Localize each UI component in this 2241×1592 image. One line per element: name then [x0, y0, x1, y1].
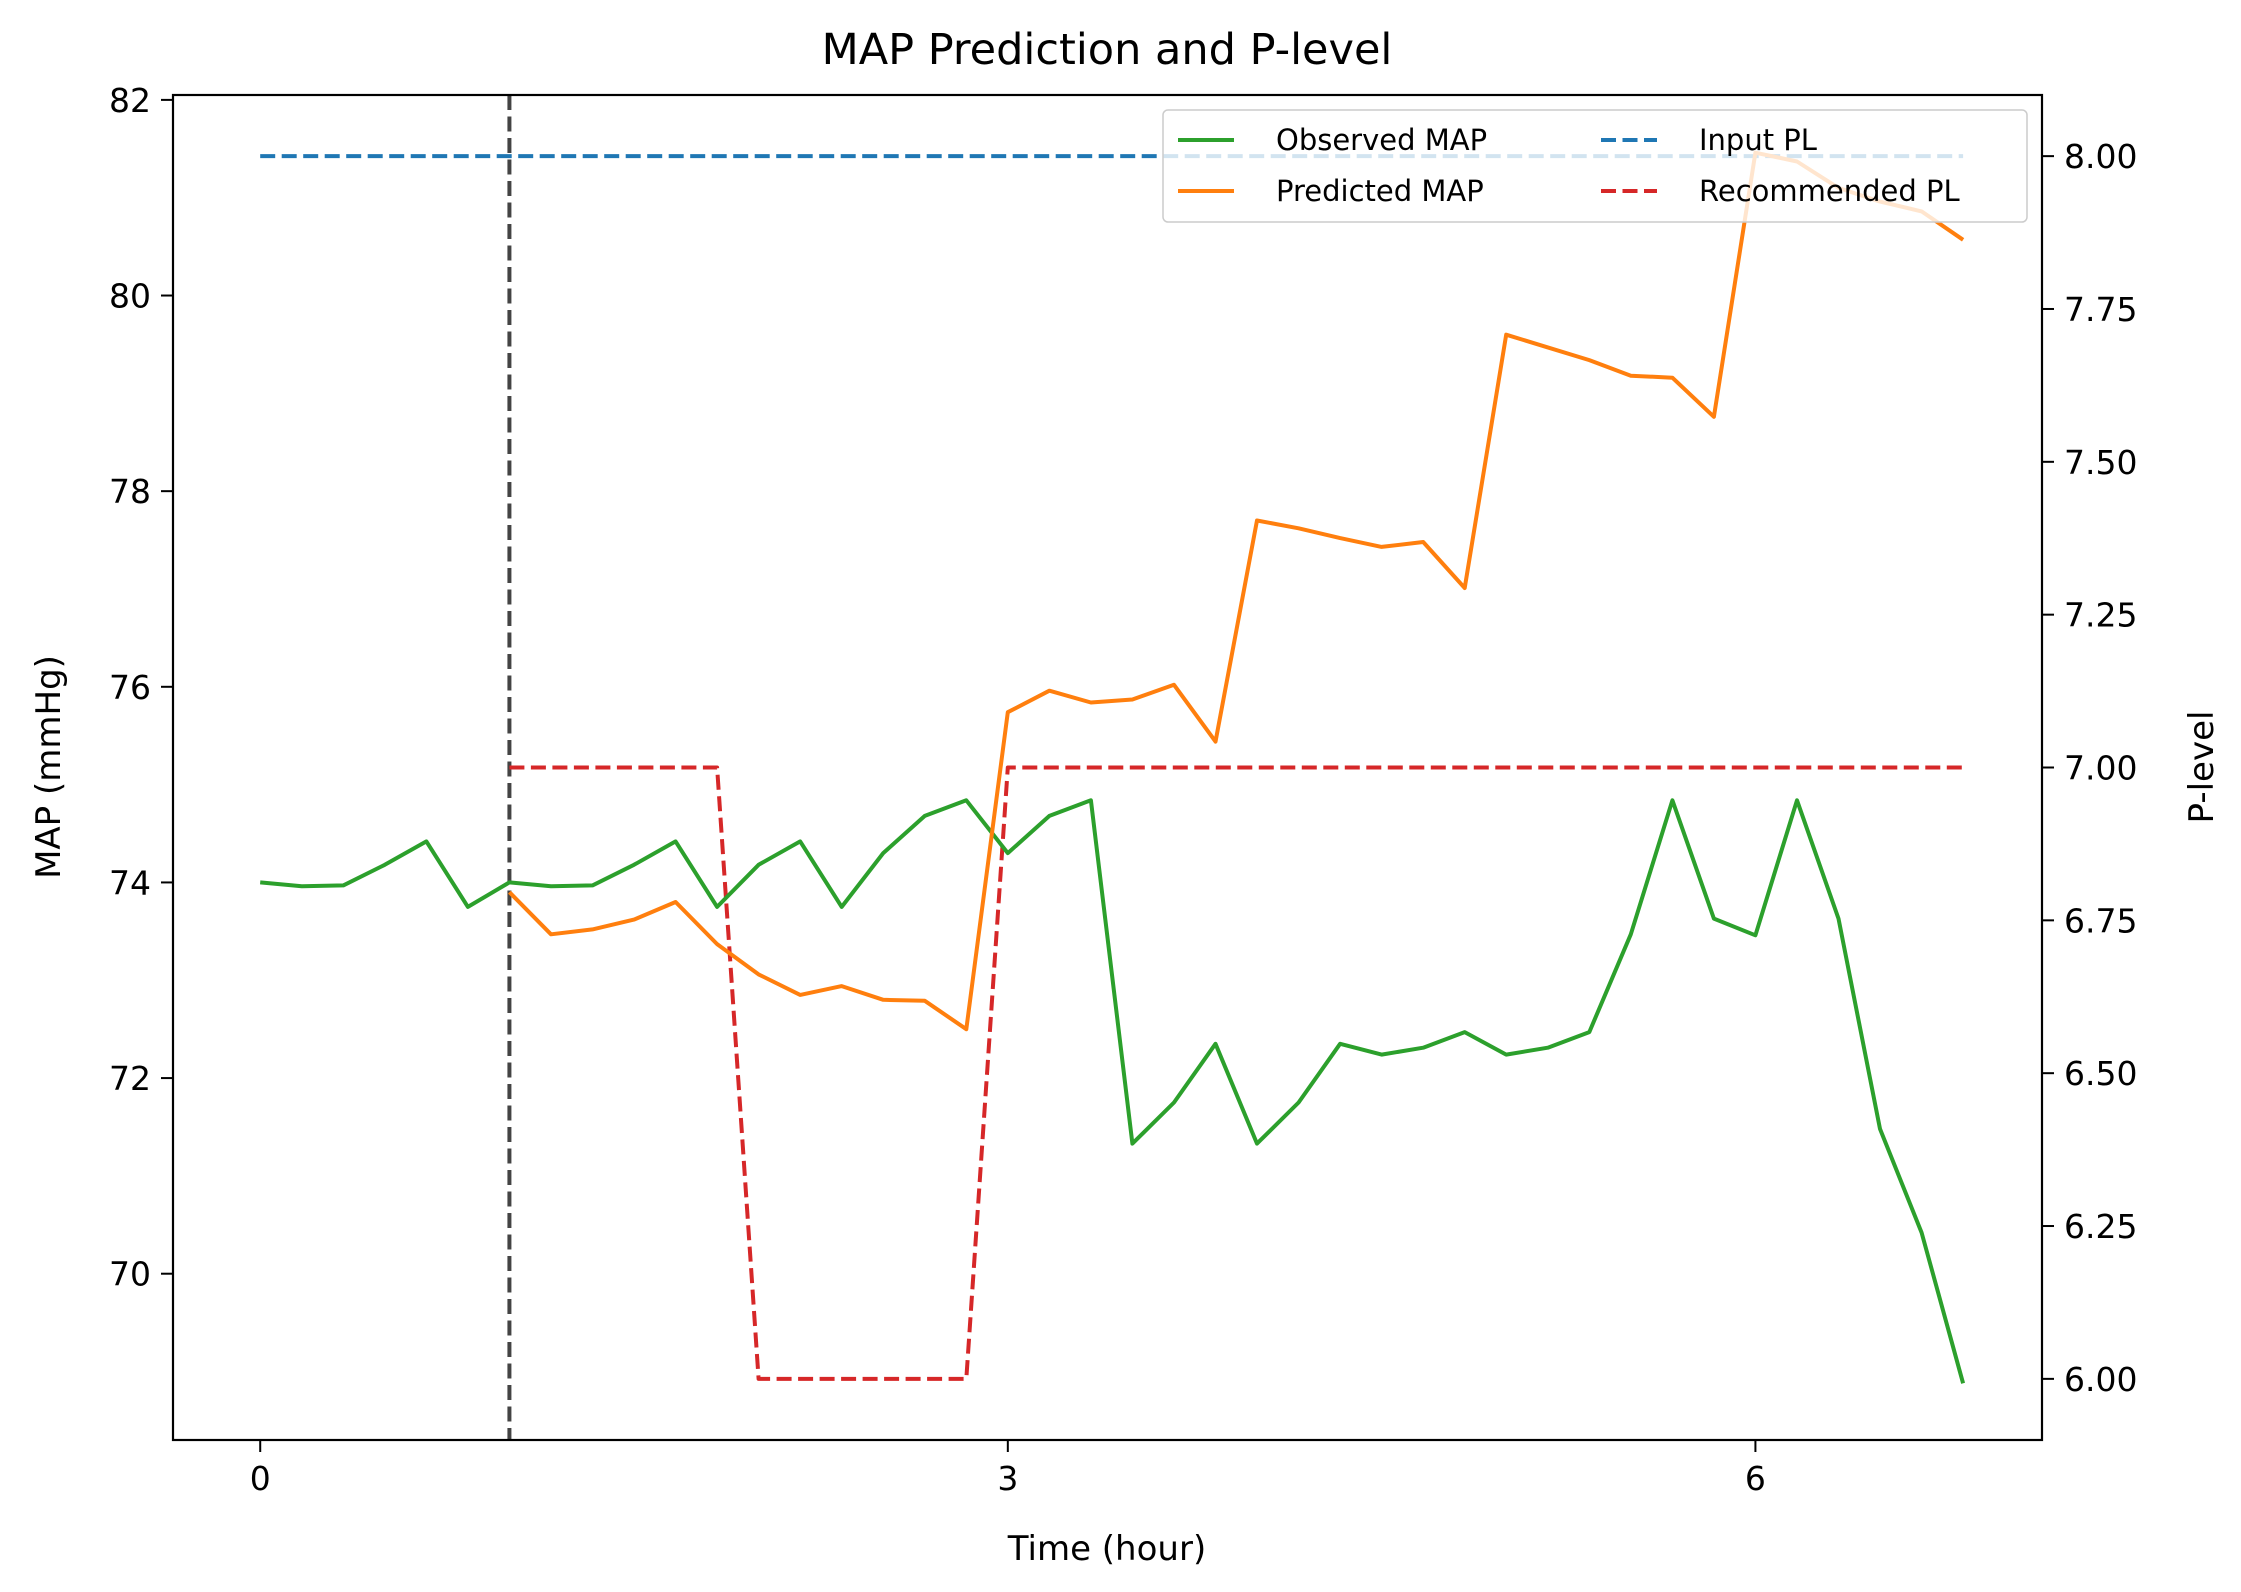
legend-label-recommended-pl: Recommended PL	[1699, 174, 1960, 208]
chart-title: MAP Prediction and P-level	[822, 25, 1393, 75]
y2-tick-label: 6.25	[2064, 1207, 2137, 1246]
y-axis-ticks: 70 72 74 76 78 80 82	[109, 81, 173, 1294]
y-tick-label: 70	[109, 1255, 151, 1294]
series-line-recommended-pl	[509, 765, 1964, 1381]
y-tick-label: 72	[109, 1059, 151, 1098]
y-tick-label: 74	[109, 863, 151, 902]
y2-tick-label: 7.50	[2064, 443, 2137, 482]
y2-tick-label: 7.75	[2064, 290, 2137, 329]
y-tick-label: 76	[109, 668, 151, 707]
series-line-predicted-map	[507, 150, 1965, 1032]
y2-tick-label: 6.00	[2064, 1360, 2137, 1399]
y2-tick-label: 8.00	[2064, 137, 2137, 176]
legend: Observed MAP Predicted MAP Input PL Recomme…	[1162, 109, 2028, 223]
y2-axis-title: P-level	[2182, 711, 2222, 824]
legend-box	[1162, 109, 2028, 223]
x-tick-label: 6	[1745, 1459, 1766, 1498]
legend-label-input-pl: Input PL	[1699, 123, 1817, 157]
y2-axis-ticks: 6.00 6.25 6.50 6.75 7.00 7.25 7.50 7.75 8.00	[2042, 137, 2137, 1399]
series-line-observed-map	[260, 798, 1966, 1384]
y-tick-label: 80	[109, 277, 151, 316]
y2-tick-label: 6.75	[2064, 901, 2137, 940]
y2-tick-label: 6.50	[2064, 1054, 2137, 1093]
y-tick-label: 82	[109, 81, 151, 120]
y2-tick-label: 7.00	[2064, 749, 2137, 788]
x-axis-title: Time (hour)	[1007, 1529, 1206, 1569]
x-axis-ticks: 0 3 6	[250, 1440, 1766, 1498]
legend-label-observed-map: Observed MAP	[1276, 123, 1487, 157]
x-tick-label: 3	[997, 1459, 1018, 1498]
x-tick-label: 0	[250, 1459, 271, 1498]
y2-tick-label: 7.25	[2064, 596, 2137, 635]
y-tick-label: 78	[109, 472, 151, 511]
y-axis-title: MAP (mmHg)	[29, 655, 69, 879]
legend-label-predicted-map: Predicted MAP	[1276, 174, 1484, 208]
